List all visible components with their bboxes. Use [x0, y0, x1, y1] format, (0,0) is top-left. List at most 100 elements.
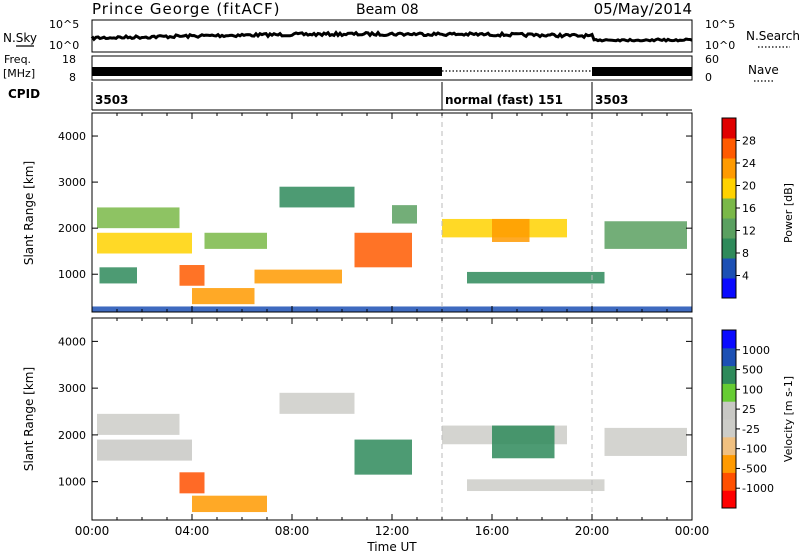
colorbar-tick-label: 4 — [742, 270, 749, 283]
cpid-segment-label: 3503 — [95, 93, 128, 107]
y-tick-label: 2000 — [58, 222, 86, 235]
nave-tick-top: 60 — [705, 53, 719, 66]
colorbar-tick-label: 12 — [742, 225, 756, 238]
echo-region — [467, 271, 605, 284]
x-tick-label: 08:00 — [275, 524, 310, 538]
colorbar-swatch — [722, 436, 736, 456]
echo-region — [354, 439, 412, 475]
colorbar-swatch — [722, 401, 736, 420]
colorbar-swatch — [722, 178, 736, 199]
colorbar-swatch — [722, 419, 736, 438]
x-tick-label: 00:00 — [675, 524, 710, 538]
power-ylabel: Slant Range [km] — [22, 161, 36, 265]
noise-panel-frame — [91, 19, 693, 53]
colorbar-tick-label: 24 — [742, 157, 756, 170]
y-tick-label: 4000 — [58, 335, 86, 348]
echo-region — [492, 425, 555, 459]
y-tick-label: 3000 — [58, 176, 86, 189]
echo-region — [97, 413, 180, 435]
x-axis-tick-labels: 00:00 04:00 08:00 12:00 16:00 20:00 00:00 — [75, 524, 710, 538]
colorbar-tick-label: 100 — [742, 383, 763, 396]
noise-sky-line — [90, 30, 693, 43]
colorbar-tick-label: -25 — [742, 423, 760, 436]
x-tick-label: 16:00 — [475, 524, 510, 538]
colorbar-tick-label: 28 — [742, 135, 756, 148]
nave-tick-bottom: 0 — [705, 71, 712, 84]
cpid-segment-label: normal (fast) 151 — [445, 93, 563, 107]
freq-tick-top: 18 — [62, 53, 76, 66]
y-tick-label: 1000 — [58, 476, 86, 489]
echo-region — [254, 269, 342, 284]
noise-right-tick-top: 10^5 — [705, 18, 735, 31]
echo-region — [604, 427, 687, 456]
velocity-colorbar-label: Velocity [m s-1] — [782, 376, 795, 462]
velocity-panel: 1000 2000 3000 4000 — [58, 317, 693, 521]
y-tick-label: 1000 — [58, 268, 86, 281]
freq-label-line2: [MHz] — [3, 67, 35, 80]
noise-left-label: N.Sky — [3, 31, 37, 45]
colorbar-tick-label: 8 — [742, 247, 749, 260]
colorbar-swatch — [722, 347, 736, 367]
colorbar-frame — [721, 329, 737, 509]
colorbar-tick-label: 500 — [742, 364, 763, 377]
noise-trace — [90, 30, 693, 43]
echo-region — [279, 186, 355, 208]
cpid-segment-label: 3503 — [595, 93, 628, 107]
cpid-label: CPID — [8, 87, 40, 101]
nave-label: Nave — [748, 63, 779, 77]
colorbar-swatch — [722, 258, 736, 279]
freq-label-line1: Freq. — [4, 53, 31, 66]
noise-right-label: N.Search — [746, 29, 800, 43]
echo-region — [467, 479, 605, 492]
echo-region — [354, 232, 412, 268]
cpid-segments: 3503 normal (fast) 151 3503 — [91, 82, 628, 110]
echo-region — [192, 495, 267, 513]
echo-region — [192, 288, 255, 305]
echo-region — [279, 392, 355, 414]
colorbar-swatch — [722, 218, 736, 239]
x-tick-label: 12:00 — [375, 524, 410, 538]
echo-region — [204, 232, 267, 249]
beam-label: Beam 08 — [356, 2, 419, 18]
colorbar-swatch — [722, 158, 736, 179]
colorbar-swatch — [722, 490, 736, 509]
echo-region — [179, 472, 205, 494]
colorbar-swatch — [722, 118, 736, 139]
colorbar-tick-label: -500 — [742, 462, 767, 475]
echo-region — [492, 218, 530, 242]
noise-left-tick-top: 10^5 — [49, 18, 79, 31]
echo-region — [97, 207, 180, 229]
colorbar-tick-label: 25 — [742, 403, 756, 416]
colorbar-swatch — [722, 238, 736, 259]
x-axis-title: Time UT — [366, 540, 417, 554]
colorbar-swatch — [722, 278, 736, 299]
power-panel: 1000 2000 3000 4000 — [58, 112, 693, 313]
colorbar-tick-label: -100 — [742, 443, 767, 456]
velocity-ylabel: Slant Range [km] — [22, 367, 36, 471]
x-tick-label: 20:00 — [575, 524, 610, 538]
power-colorbar: 4 8 12 16 20 24 28 — [721, 117, 756, 299]
power-colorbar-label: Power [dB] — [782, 183, 795, 243]
colorbar-swatch — [722, 330, 736, 349]
echo-region — [99, 267, 137, 284]
y-tick-label: 2000 — [58, 429, 86, 442]
y-tick-label: 3000 — [58, 382, 86, 395]
noise-right-tick-bottom: 10^0 — [705, 39, 735, 52]
colorbar-swatch — [722, 198, 736, 219]
echo-region — [97, 232, 192, 254]
date-label: 05/May/2014 — [594, 0, 692, 18]
colorbar-swatch — [722, 138, 736, 159]
colorbar-swatch — [722, 383, 736, 402]
velocity-colorbar: -1000 -500 -100 -25 25 100 500 1000 — [721, 329, 774, 509]
freq-bar-segment-2 — [592, 67, 692, 76]
colorbar-tick-label: 20 — [742, 180, 756, 193]
x-tick-label: 00:00 — [75, 524, 110, 538]
echo-region — [604, 221, 687, 249]
freq-bar-segment-1 — [92, 67, 442, 76]
echo-region — [392, 205, 417, 224]
x-tick-label: 04:00 — [175, 524, 210, 538]
colorbar-tick-label: 16 — [742, 202, 756, 215]
colorbar-tick-label: 1000 — [742, 344, 770, 357]
echo-region — [97, 439, 192, 461]
